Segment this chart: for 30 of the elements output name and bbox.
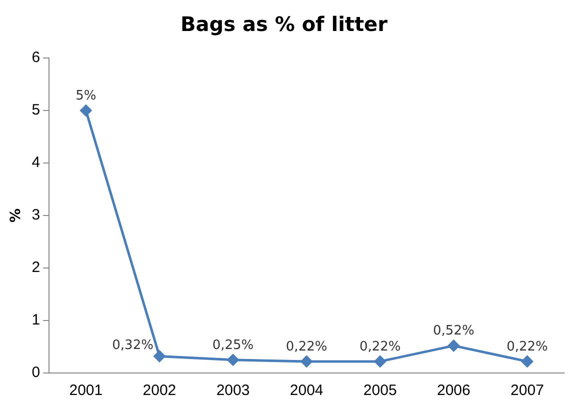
x-tick-label: 2001: [69, 382, 103, 400]
x-tick-label: 2003: [216, 382, 250, 400]
point: [300, 356, 312, 368]
data-label: 0,22%: [359, 339, 401, 354]
y-tick-label: 5: [32, 102, 40, 119]
data-label: 0,22%: [286, 339, 328, 354]
y-tick-label: 4: [32, 154, 40, 172]
data-label: 0,22%: [506, 339, 548, 354]
point: [374, 356, 386, 368]
point: [521, 356, 533, 368]
point: [80, 104, 92, 116]
y-tick-label: 0: [32, 364, 40, 382]
y-axis-title: %: [8, 208, 24, 223]
y-tick-label: 1: [32, 312, 40, 329]
y-tick-label: 6: [32, 49, 40, 66]
chart-title: Bags as % of litter: [180, 12, 388, 36]
x-tick-label: 2005: [363, 382, 397, 400]
x-tick-label: 2004: [290, 382, 324, 400]
x-tick-label: 2007: [510, 382, 544, 400]
point: [227, 354, 239, 366]
data-label: 0,25%: [212, 338, 254, 353]
x-tick-label: 2006: [436, 382, 470, 400]
data-label: 0,52%: [433, 324, 474, 339]
y-tick-label: 3: [32, 206, 40, 224]
data-label: 5%: [76, 88, 96, 104]
y-tick-label: 2: [32, 259, 40, 276]
data-label: 0,32%: [112, 338, 154, 354]
point: [154, 350, 166, 362]
point: [448, 340, 460, 352]
x-tick-label: 2002: [142, 382, 176, 400]
